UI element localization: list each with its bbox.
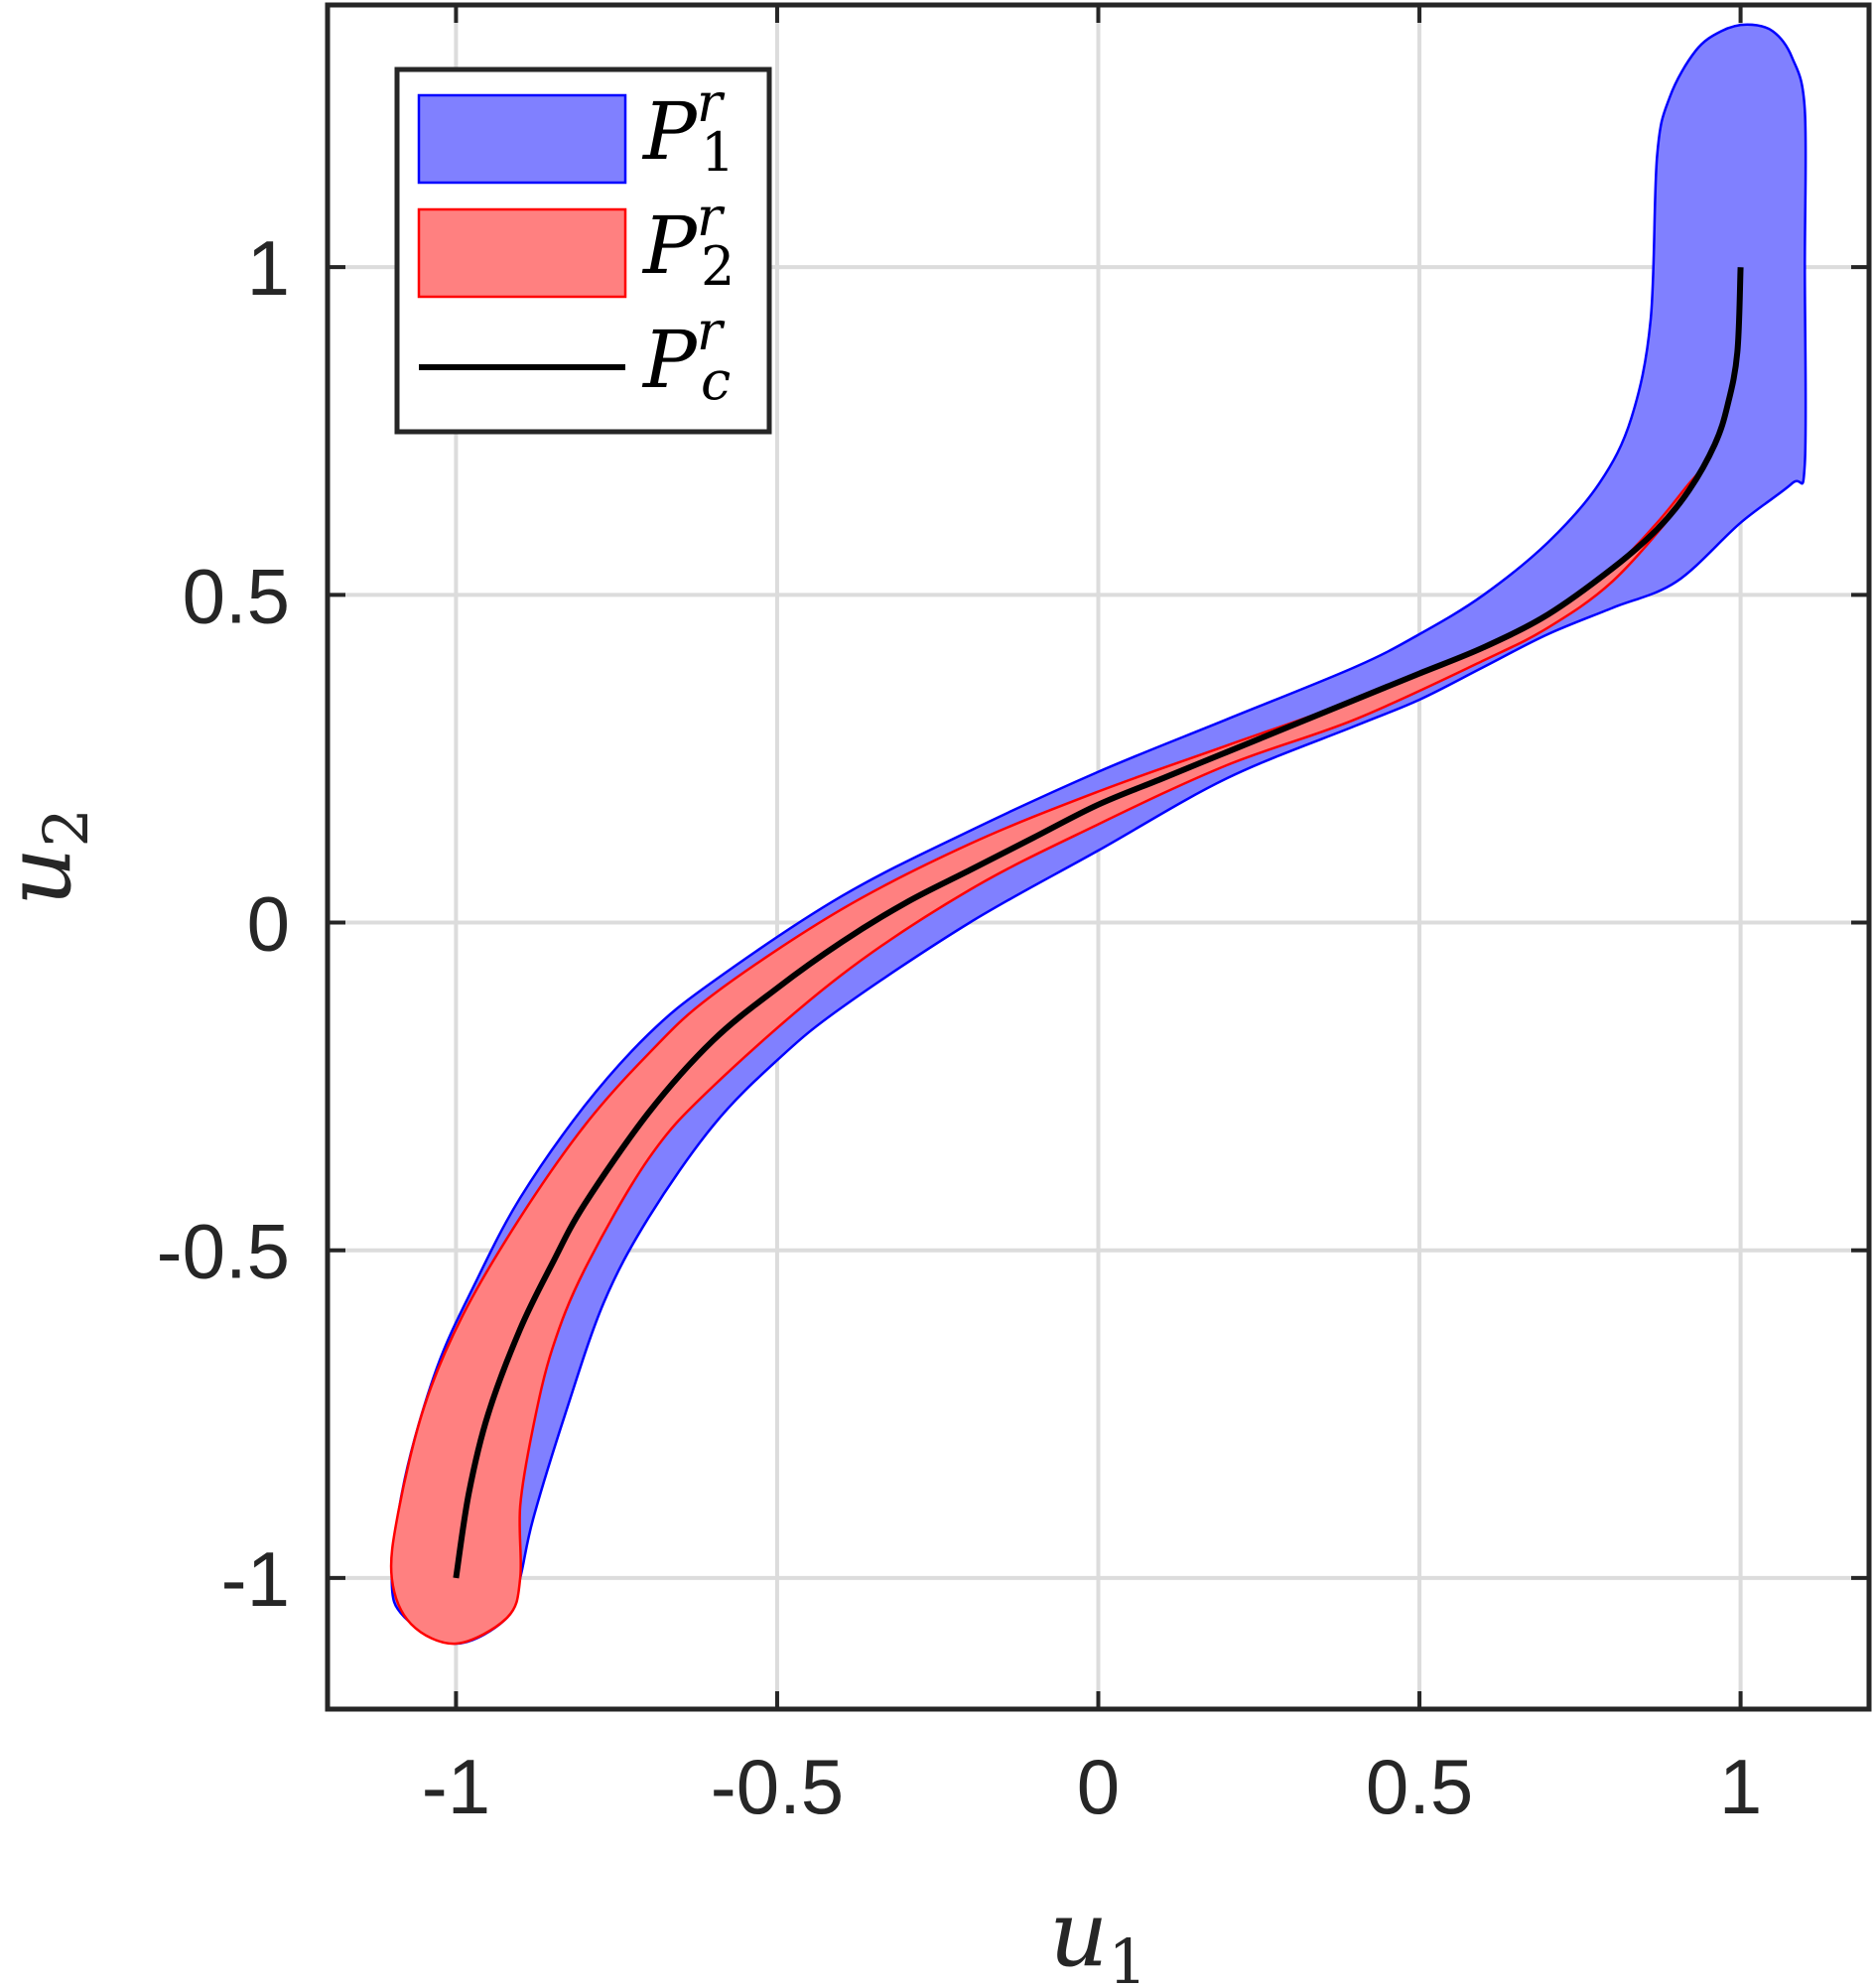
series-layer: [389, 23, 1807, 1646]
legend-swatch-p2: [417, 207, 627, 299]
x-tick-label: -0.5: [711, 1743, 844, 1830]
y-tick-label: -0.5: [157, 1208, 290, 1295]
y-axis-title-sub: 2: [30, 808, 102, 847]
legend-label-pc-base: P: [641, 314, 698, 406]
y-tick-label: 0.5: [183, 552, 290, 639]
y-axis-title: u2: [0, 808, 102, 906]
legend-label-pc-sup: r: [697, 300, 726, 362]
x-tick-label: 0.5: [1366, 1743, 1473, 1830]
y-tick-label: 0: [247, 880, 290, 968]
tick-labels: -1 -0.5 0 0.5 1 -1 -0.5 0 0.5 1: [157, 224, 1763, 1830]
legend-label-p1-sub: 1: [701, 121, 735, 184]
x-tick-label: 0: [1077, 1743, 1120, 1830]
legend-label-p2-sub: 2: [701, 235, 735, 298]
x-axis-title: u1: [1049, 1881, 1147, 1988]
legend-label-p1: Pr 1: [641, 71, 735, 184]
y-axis-title-base: u: [0, 848, 91, 906]
legend-label-p2: Pr 2: [641, 186, 735, 298]
region-p2: [389, 467, 1704, 1646]
x-tick-label: 1: [1719, 1743, 1762, 1830]
legend-label-p2-sup: r: [697, 186, 726, 248]
legend-label-p1-sup: r: [697, 71, 726, 134]
legend-label-p2-base: P: [641, 199, 698, 292]
region-p1: [390, 23, 1807, 1646]
grid: [328, 5, 1869, 1709]
legend-swatch-p1: [417, 93, 627, 185]
legend-label-p1-base: P: [641, 85, 698, 178]
x-axis-title-base: u: [1049, 1881, 1108, 1987]
y-tick-label: -1: [221, 1535, 290, 1623]
legend: Pr 1 Pr 2 Pr c: [394, 66, 772, 435]
y-tick-label: 1: [247, 224, 290, 312]
line-pc: [453, 267, 1744, 1579]
x-axis-title-sub: 1: [1108, 1925, 1146, 1988]
legend-label-pc: Pr c: [641, 300, 731, 412]
x-tick-label: -1: [422, 1743, 490, 1830]
ticks: [328, 5, 1869, 1709]
legend-label-pc-sub: c: [701, 349, 731, 412]
